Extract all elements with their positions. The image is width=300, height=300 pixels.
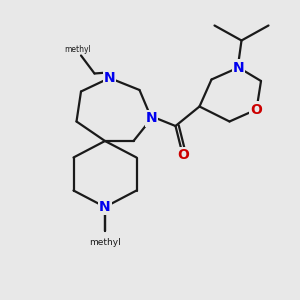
Text: N: N bbox=[233, 61, 244, 74]
Text: methyl: methyl bbox=[89, 238, 121, 247]
Text: O: O bbox=[177, 148, 189, 162]
Text: O: O bbox=[250, 103, 262, 116]
Text: N: N bbox=[99, 200, 111, 214]
Text: methyl: methyl bbox=[64, 45, 91, 54]
Text: N: N bbox=[104, 71, 115, 85]
Text: N: N bbox=[146, 112, 157, 125]
